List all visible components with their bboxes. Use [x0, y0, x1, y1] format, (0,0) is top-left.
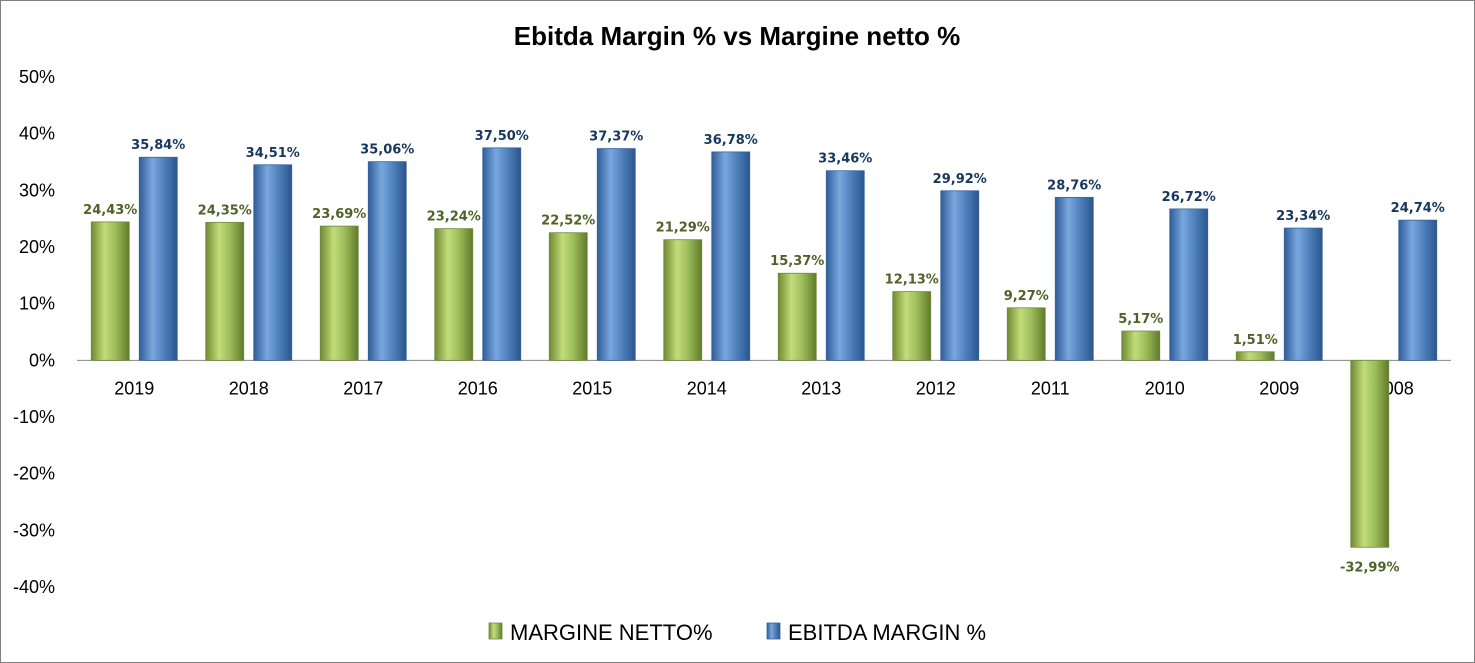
bar-ebitda-margin: [1283, 227, 1323, 361]
data-label: 24,35%: [198, 203, 252, 218]
data-label: 1,51%: [1233, 333, 1278, 348]
data-label: 15,37%: [770, 254, 824, 269]
data-label: 23,24%: [427, 210, 481, 225]
chart-title: Ebitda Margin % vs Margine netto %: [514, 21, 960, 51]
data-label: 12,13%: [885, 273, 939, 288]
bar-margine-netto: [90, 221, 130, 361]
x-tick-label: 2017: [343, 378, 383, 398]
bar-margine-netto: [663, 239, 703, 361]
bar-margine-netto: [892, 291, 932, 361]
y-tick-label: -40%: [13, 577, 55, 597]
bars: [90, 147, 1438, 548]
y-tick-label: 30%: [19, 180, 55, 200]
bar-margine-netto: [777, 272, 817, 361]
legend-swatch-margine-netto: [488, 622, 503, 640]
data-label: 33,46%: [818, 152, 872, 167]
y-tick-label: -10%: [13, 407, 55, 427]
bar-ebitda-margin: [825, 170, 865, 361]
x-tick-label: 2010: [1145, 378, 1185, 398]
data-label: 21,29%: [656, 221, 710, 236]
bar-ebitda-margin: [367, 161, 407, 361]
bar-margine-netto: [1121, 330, 1161, 361]
data-label: 35,84%: [131, 138, 185, 153]
x-axis: 2019 2018 2017 2016 2015 2014 2013 2012 2011 2010…: [114, 378, 1414, 398]
y-tick-label: -20%: [13, 464, 55, 484]
data-label: 9,27%: [1004, 289, 1049, 304]
x-tick-label: 2009: [1259, 378, 1299, 398]
bar-ebitda-margin: [1169, 208, 1209, 361]
y-tick-label: -30%: [13, 520, 55, 540]
bar-margine-netto: [205, 221, 245, 361]
bar-ebitda-margin: [711, 151, 751, 361]
legend-label-ebitda-margin: EBITDA MARGIN %: [788, 620, 986, 645]
legend-swatch-ebitda-margin: [766, 622, 781, 640]
bar-margine-netto: [1350, 359, 1390, 548]
bar-margine-netto: [548, 232, 588, 361]
bar-ebitda-margin: [138, 156, 178, 361]
data-label: -32,99%: [1340, 560, 1400, 575]
bar-margine-netto: [434, 228, 474, 361]
data-label: 23,69%: [312, 207, 366, 222]
data-label: 37,37%: [589, 130, 643, 145]
data-label: 26,72%: [1162, 190, 1216, 205]
legend-label-margine-netto: MARGINE NETTO%: [510, 620, 713, 645]
x-tick-label: 2015: [572, 378, 612, 398]
y-tick-label: 10%: [19, 294, 55, 314]
x-tick-label: 2018: [229, 378, 269, 398]
y-tick-label: 20%: [19, 237, 55, 257]
x-tick-label: 2014: [687, 378, 727, 398]
data-label: 34,51%: [246, 146, 300, 161]
y-axis: 50% 40% 30% 20% 10% 0% -10% -20% -30% -40%: [13, 67, 1451, 597]
bar-ebitda-margin: [940, 190, 980, 361]
x-tick-label: 2016: [458, 378, 498, 398]
bar-margine-netto: [1006, 307, 1046, 361]
bar-ebitda-margin: [253, 164, 293, 361]
bar-ebitda-margin: [1398, 219, 1438, 361]
data-label: 24,74%: [1391, 201, 1445, 216]
y-tick-label: 40%: [19, 124, 55, 144]
y-tick-label: 50%: [19, 67, 55, 87]
data-label: 28,76%: [1047, 178, 1101, 193]
data-label: 29,92%: [933, 172, 987, 187]
y-tick-label: 0%: [29, 350, 55, 370]
bar-margine-netto: [1235, 351, 1275, 361]
bar-ebitda-margin: [596, 148, 636, 361]
data-label: 23,34%: [1276, 209, 1330, 224]
data-labels: 24,43% 35,84% 24,35% 34,51% 23,69% 35,06% 23,2…: [83, 129, 1445, 575]
data-label: 37,50%: [475, 129, 529, 144]
x-tick-label: 2012: [916, 378, 956, 398]
data-label: 22,52%: [541, 214, 595, 229]
bar-margine-netto: [319, 225, 359, 361]
data-label: 35,06%: [360, 143, 414, 158]
data-label: 5,17%: [1118, 312, 1163, 327]
x-tick-label: 2011: [1031, 378, 1070, 398]
legend: MARGINE NETTO% EBITDA MARGIN %: [488, 620, 986, 645]
x-tick-label: 2013: [801, 378, 841, 398]
data-label: 24,43%: [83, 203, 137, 218]
bar-ebitda-margin: [1054, 196, 1094, 361]
bar-ebitda-margin: [482, 147, 522, 361]
x-tick-label: 2019: [114, 378, 154, 398]
data-label: 36,78%: [704, 133, 758, 148]
